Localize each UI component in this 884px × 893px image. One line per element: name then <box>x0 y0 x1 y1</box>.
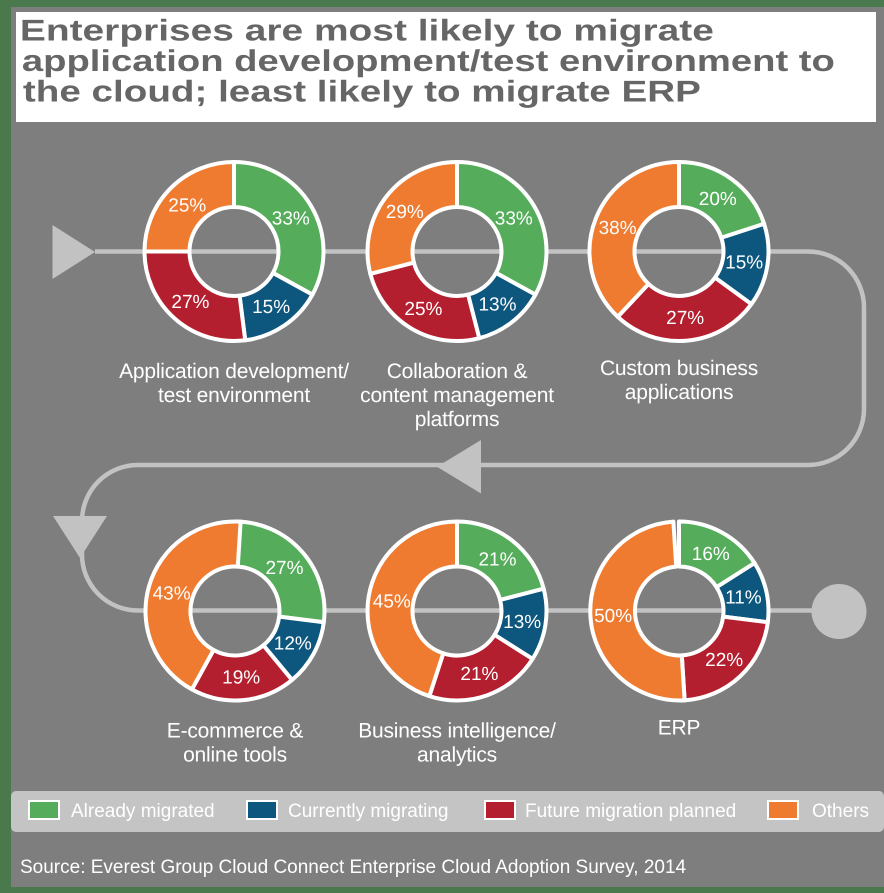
svg-text:50%: 50% <box>594 606 632 627</box>
svg-text:25%: 25% <box>404 299 442 320</box>
svg-text:25%: 25% <box>168 196 206 217</box>
svg-text:33%: 33% <box>272 209 310 230</box>
svg-text:analytics: analytics <box>417 744 497 767</box>
svg-text:12%: 12% <box>274 634 312 655</box>
svg-text:Custom business: Custom business <box>600 357 758 380</box>
svg-text:platforms: platforms <box>415 408 500 431</box>
svg-text:applications: applications <box>625 381 734 404</box>
svg-text:45%: 45% <box>373 592 411 613</box>
svg-text:online tools: online tools <box>183 744 287 767</box>
svg-text:15%: 15% <box>725 253 763 274</box>
svg-text:22%: 22% <box>705 650 743 671</box>
svg-text:43%: 43% <box>153 583 191 604</box>
svg-text:application development/test e: application development/test environment… <box>22 45 835 78</box>
svg-text:27%: 27% <box>666 308 704 329</box>
svg-text:38%: 38% <box>599 218 637 239</box>
svg-text:test environment: test environment <box>158 384 310 407</box>
svg-text:27%: 27% <box>171 292 209 313</box>
svg-text:15%: 15% <box>252 297 290 318</box>
svg-text:19%: 19% <box>222 668 260 689</box>
svg-text:Collaboration &: Collaboration & <box>387 360 528 383</box>
svg-text:21%: 21% <box>478 550 516 571</box>
svg-text:16%: 16% <box>692 544 730 565</box>
svg-text:11%: 11% <box>725 587 762 608</box>
svg-text:29%: 29% <box>386 202 424 223</box>
svg-text:13%: 13% <box>503 612 541 633</box>
svg-text:Business intelligence/: Business intelligence/ <box>358 720 556 743</box>
svg-text:ERP: ERP <box>658 717 701 740</box>
svg-text:20%: 20% <box>699 189 737 210</box>
svg-text:the cloud; least likely to mig: the cloud; least likely to migrate ERP <box>23 76 701 109</box>
svg-text:Enterprises are most likely to: Enterprises are most likely to migrate <box>20 15 714 48</box>
svg-text:E-commerce &: E-commerce & <box>167 720 304 743</box>
svg-text:21%: 21% <box>460 664 498 685</box>
svg-text:content management: content management <box>360 384 554 407</box>
svg-text:27%: 27% <box>265 558 303 579</box>
svg-text:Application development/: Application development/ <box>119 360 349 383</box>
svg-text:13%: 13% <box>478 295 516 316</box>
svg-text:33%: 33% <box>495 209 533 230</box>
